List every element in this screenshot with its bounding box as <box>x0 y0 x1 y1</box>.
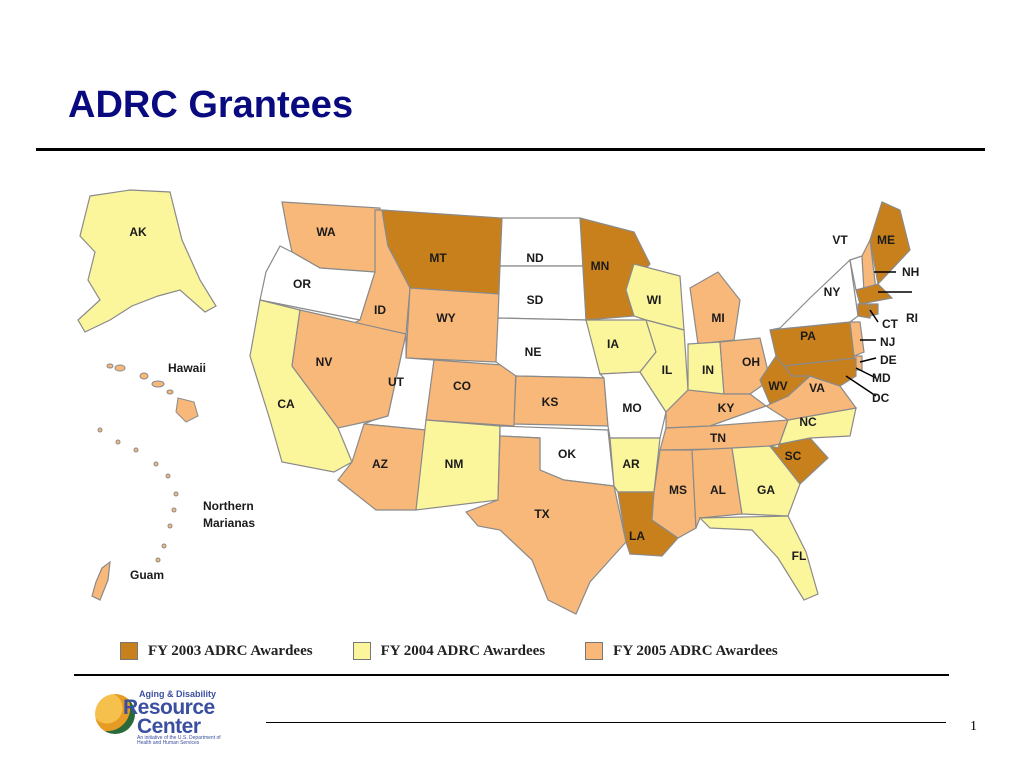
state-NY <box>769 258 859 331</box>
label-PA: PA <box>800 329 816 343</box>
label-FL: FL <box>792 549 807 563</box>
state-ME <box>869 201 911 286</box>
label-MN: MN <box>591 259 610 273</box>
label-KY: KY <box>718 401 735 415</box>
label-MT: MT <box>429 251 447 265</box>
logo-center: Center <box>137 715 201 738</box>
label-IL: IL <box>662 363 673 377</box>
legend-swatch-fy2003 <box>120 642 138 660</box>
label-GA: GA <box>757 483 775 497</box>
label-ME: ME <box>877 233 895 247</box>
state-KS <box>513 375 609 427</box>
legend-swatch-fy2005 <box>585 642 604 660</box>
label-NM: NM <box>445 457 464 471</box>
state-OH <box>719 337 771 395</box>
legend-item-fy2004: FY 2004 ADRC Awardees <box>352 642 546 660</box>
state-CT <box>857 303 871 319</box>
logo-resource: Resource <box>123 696 215 719</box>
state-NJ <box>849 321 865 357</box>
label-VA: VA <box>809 381 825 395</box>
legend-item-fy2003: FY 2003 ADRC Awardees <box>120 642 313 660</box>
slide-title: ADRC Grantees <box>68 84 354 126</box>
label-MD: MD <box>872 371 891 385</box>
label-NE: NE <box>525 345 542 359</box>
logo-emblem-icon <box>95 694 135 734</box>
state-AK <box>77 189 217 333</box>
legend-item-fy2005: FY 2005 ADRC Awardees <box>585 642 778 660</box>
pointer-lines <box>845 271 912 397</box>
label-CT: CT <box>882 317 899 331</box>
label-OR: OR <box>293 277 311 291</box>
logo-tagline: Aging & Disability <box>139 689 217 699</box>
label-TX: TX <box>534 507 549 521</box>
legend-swatch-fy2004 <box>352 642 371 660</box>
us-map-svg: AK Hawaii Northern Marianas Guam <box>77 189 919 615</box>
state-TX <box>464 435 627 615</box>
label-AR: AR <box>622 457 640 471</box>
label-KS: KS <box>542 395 559 409</box>
label-OK: OK <box>558 447 576 461</box>
label-marianas-1: Northern <box>203 499 254 513</box>
label-SD: SD <box>527 293 544 307</box>
label-TN: TN <box>710 431 726 445</box>
label-AL: AL <box>710 483 726 497</box>
state-MD <box>782 357 857 387</box>
label-marianas-2: Marianas <box>203 516 255 530</box>
state-CO <box>425 359 517 427</box>
label-DE: DE <box>880 353 897 367</box>
map-legend: FY 2003 ADRC Awardees FY 2004 ADRC Award… <box>120 640 900 662</box>
hawaii-islands <box>106 363 199 423</box>
state-WY <box>405 287 501 363</box>
label-WA: WA <box>316 225 336 239</box>
label-DC: DC <box>872 391 890 405</box>
label-AK: AK <box>129 225 147 239</box>
label-VT: VT <box>832 233 848 247</box>
label-WV: WV <box>768 379 787 393</box>
label-NC: NC <box>799 415 817 429</box>
state-AL <box>691 447 743 529</box>
label-MS: MS <box>669 483 687 497</box>
label-AZ: AZ <box>372 457 388 471</box>
page-number: 1 <box>970 719 977 734</box>
state-FL <box>698 515 819 601</box>
adrc-logo: Aging & Disability Resource Center An in… <box>93 688 233 746</box>
label-NH: NH <box>902 265 919 279</box>
legend-label-fy2005: FY 2005 ADRC Awardees <box>613 642 778 659</box>
label-WI: WI <box>647 293 662 307</box>
label-NY: NY <box>824 285 841 299</box>
label-IN: IN <box>702 363 714 377</box>
label-SC: SC <box>785 449 802 463</box>
label-CO: CO <box>453 379 471 393</box>
title-divider <box>36 148 985 151</box>
logo-subtext: An initiative of the U.S. Department of … <box>137 735 221 746</box>
label-OH: OH <box>742 355 760 369</box>
label-RI: RI <box>906 311 918 325</box>
label-ID: ID <box>374 303 386 317</box>
label-NV: NV <box>316 355 333 369</box>
label-LA: LA <box>629 529 645 543</box>
state-GA <box>731 445 801 517</box>
label-NJ: NJ <box>880 335 895 349</box>
label-hawaii: Hawaii <box>168 361 206 375</box>
grantee-map: AK Hawaii Northern Marianas Guam <box>70 180 950 620</box>
label-MO: MO <box>622 401 641 415</box>
state-RI <box>869 303 879 317</box>
label-IA: IA <box>607 337 619 351</box>
label-ND: ND <box>526 251 544 265</box>
label-guam: Guam <box>130 568 164 582</box>
label-MI: MI <box>711 311 724 325</box>
legend-label-fy2004: FY 2004 ADRC Awardees <box>380 642 546 659</box>
state-MI <box>689 271 741 345</box>
label-CA: CA <box>277 397 295 411</box>
guam-island <box>91 560 111 601</box>
label-UT: UT <box>388 375 405 389</box>
legend-label-fy2003: FY 2003 ADRC Awardees <box>148 642 313 659</box>
marianas-islands <box>97 427 179 563</box>
legend-divider <box>74 674 949 676</box>
state-MA <box>855 283 894 305</box>
label-WY: WY <box>436 311 455 325</box>
footer-divider <box>266 722 946 723</box>
